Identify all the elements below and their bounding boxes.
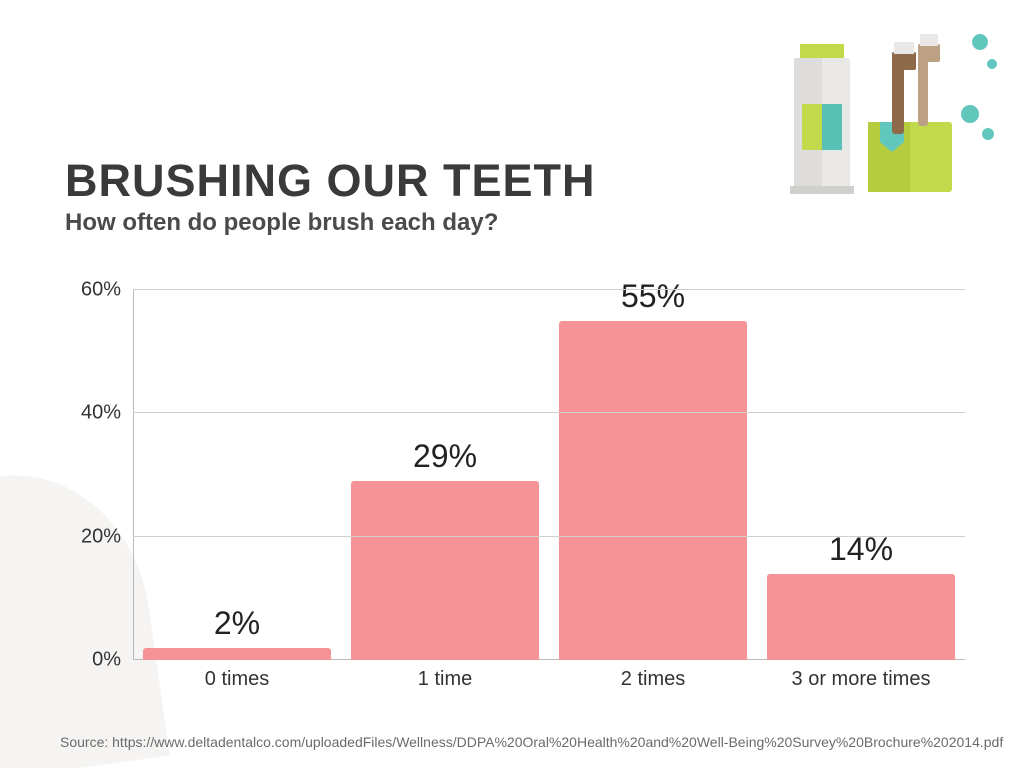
bar-chart: 2%0 times29%1 time55%2 times14%3 or more… bbox=[55, 280, 975, 700]
bar-slot: 2%0 times bbox=[133, 290, 341, 660]
bars-container: 2%0 times29%1 time55%2 times14%3 or more… bbox=[133, 290, 965, 660]
header: BRUSHING OUR TEETH How often do people b… bbox=[65, 155, 596, 237]
x-tick-label: 2 times bbox=[621, 660, 685, 691]
source-prefix: Source: bbox=[60, 734, 112, 750]
y-tick-label: 20% bbox=[81, 525, 133, 548]
bar: 29% bbox=[351, 481, 538, 660]
grid-line bbox=[133, 289, 965, 290]
x-tick-label: 3 or more times bbox=[792, 660, 931, 691]
grid-line bbox=[133, 536, 965, 537]
y-tick-label: 60% bbox=[81, 279, 133, 302]
infographic-canvas: BRUSHING OUR TEETH How often do people b… bbox=[0, 0, 1024, 768]
title: BRUSHING OUR TEETH bbox=[65, 155, 596, 207]
bar-value-label: 14% bbox=[829, 531, 893, 574]
bar: 2% bbox=[143, 648, 330, 660]
y-tick-label: 0% bbox=[92, 649, 133, 672]
x-tick-label: 0 times bbox=[205, 660, 269, 691]
bar-value-label: 29% bbox=[413, 438, 477, 481]
toothpaste-and-brushes-icon bbox=[760, 24, 1000, 204]
bar-slot: 29%1 time bbox=[341, 290, 549, 660]
subtitle: How often do people brush each day? bbox=[65, 209, 596, 237]
bar-slot: 55%2 times bbox=[549, 290, 757, 660]
bar-value-label: 2% bbox=[214, 605, 260, 648]
bar: 55% bbox=[559, 321, 746, 660]
source-url: https://www.deltadentalco.com/uploadedFi… bbox=[112, 734, 1003, 750]
source-citation: Source: https://www.deltadentalco.com/up… bbox=[60, 734, 1003, 750]
bar-slot: 14%3 or more times bbox=[757, 290, 965, 660]
x-tick-label: 1 time bbox=[418, 660, 472, 691]
grid-line bbox=[133, 412, 965, 413]
y-tick-label: 40% bbox=[81, 402, 133, 425]
bar-value-label: 55% bbox=[621, 278, 685, 321]
plot-area: 2%0 times29%1 time55%2 times14%3 or more… bbox=[133, 290, 965, 660]
bar: 14% bbox=[767, 574, 954, 660]
